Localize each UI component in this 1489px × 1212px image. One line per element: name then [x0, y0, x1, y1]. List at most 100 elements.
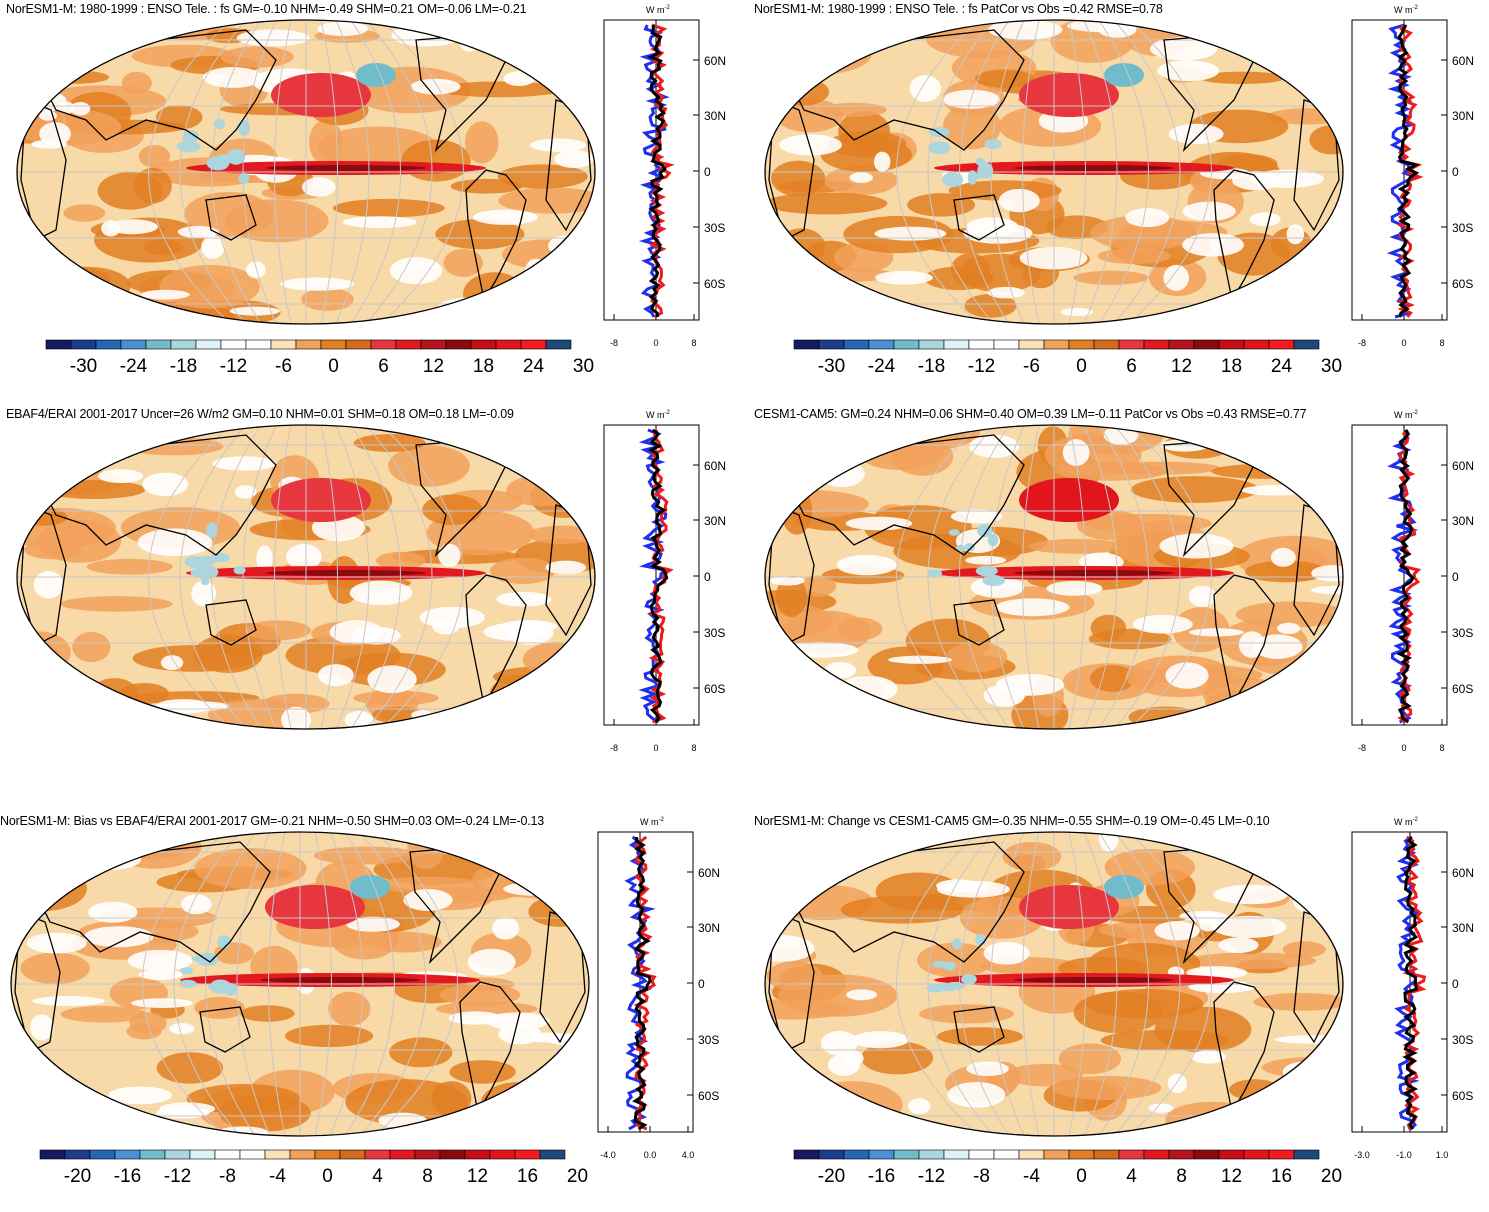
field-patch [301, 177, 336, 197]
field-patch [280, 277, 355, 291]
field-patch [875, 270, 933, 285]
panel-graphic: W m-2 60N 30N 0 30S 60S -8 0 8 -30 -24 -18 -12 -6 0… [16, 5, 726, 377]
field-patch [422, 494, 483, 525]
figure-panel-4: CESM1-CAM5: GM=0.24 NHM=0.06 SHM=0.40 OM… [754, 405, 1489, 1186]
longitude-gridline [990, 425, 1025, 729]
colorbar-swatch [1193, 339, 1220, 350]
zonal-series-line [648, 429, 674, 724]
colorbar: -20 -16 -12 -8 -4 0 4 8 12 16 20 [39, 1149, 588, 1187]
latitude-label: 30N [698, 921, 720, 935]
field-patch [548, 425, 595, 457]
field-patch [948, 529, 960, 536]
longitude-gridline [1022, 832, 1040, 1136]
zonal-plot-frame [603, 424, 700, 726]
field-patch [329, 620, 384, 645]
colorbar-swatch [1043, 1149, 1070, 1160]
field-patch [524, 258, 548, 286]
field-patch [212, 456, 277, 471]
field-patch [876, 710, 900, 719]
field-patch [851, 1031, 909, 1049]
longitude-gridline [148, 425, 232, 729]
field-patch [955, 544, 966, 553]
figure-panel-1: NorESM1-M: 1980-1999 : ENSO Tele. : fs G… [6, 0, 750, 395]
field-patch [827, 131, 907, 158]
longitude-gridline [359, 832, 427, 1136]
zonal-x-label: -4.0 [600, 1150, 616, 1160]
field-patch [41, 480, 146, 500]
latitude-label: 0 [704, 165, 711, 179]
longitude-gridline [1128, 425, 1212, 729]
colorbar-swatch [1243, 339, 1270, 350]
field-patch [844, 1050, 864, 1066]
colorbar-swatch [545, 339, 572, 350]
field-patch [456, 704, 496, 729]
field-patch [234, 485, 257, 499]
lat-lon-gridlines [17, 425, 595, 729]
colorbar-labels: -20 -16 -12 -8 -4 0 4 8 12 16 20 [818, 1166, 1342, 1187]
field-patch [436, 81, 564, 98]
field-patch [31, 139, 68, 149]
longitude-gridline [927, 832, 995, 1136]
colorbar-swatch [414, 1149, 441, 1160]
colorbar-swatch [220, 339, 247, 350]
panel-graphic: W m-2 60N 30N 0 30S 60S -8 0 8 -30 -24 -18 -12 -6 0… [764, 5, 1474, 377]
colorbar-swatch [1168, 1149, 1195, 1160]
colorbar-swatch [1018, 339, 1045, 350]
field-patch [58, 101, 75, 114]
field-patch [846, 989, 878, 1001]
field-patch [950, 509, 1003, 524]
field-patch [207, 983, 228, 990]
colorbar-swatch [139, 1149, 166, 1160]
colorbar-swatch [295, 339, 322, 350]
coastline [768, 911, 815, 1053]
colorbar-label: 6 [378, 356, 389, 377]
lat-lon-gridlines [765, 832, 1343, 1136]
colorbar-labels: -20 -16 -12 -8 -4 0 4 8 12 16 20 [64, 1166, 588, 1187]
colorbar-label: 24 [523, 356, 545, 377]
field-patch [784, 1094, 829, 1117]
colorbar-label: 20 [1321, 1166, 1342, 1187]
field-patch [217, 935, 231, 949]
field-patch [17, 719, 83, 729]
field-patch [779, 134, 842, 156]
colorbar-swatch [489, 1149, 516, 1160]
latitude-label: 30S [698, 1033, 719, 1047]
longitude-gridline [927, 425, 995, 729]
field-patch [140, 289, 190, 300]
zonal-series [638, 23, 675, 319]
panel-title: NorESM1-M: Bias vs EBAF4/ERAI 2001-2017 … [0, 814, 544, 828]
longitude-gridline [1128, 20, 1212, 324]
zonal-series [1386, 23, 1424, 319]
field-patch [849, 172, 874, 183]
field-patch [345, 1079, 468, 1126]
field-patch [1148, 1103, 1174, 1113]
field-patch [236, 29, 310, 47]
field-patch [1293, 887, 1341, 915]
field-patch [419, 606, 485, 629]
field-patch [177, 225, 219, 238]
field-patch [798, 297, 863, 323]
field-patch [33, 571, 64, 599]
longitude-gridline [1022, 20, 1040, 324]
field-patch [43, 266, 131, 306]
field-patch [201, 235, 225, 259]
field-patch [1238, 631, 1266, 658]
field-patch [512, 689, 595, 727]
colorbar-swatch [1193, 1149, 1220, 1160]
field-patch [796, 427, 842, 458]
field-patch [765, 880, 815, 908]
map-border [10, 831, 590, 1137]
north-pacific-anomaly [265, 885, 365, 929]
field-patch [435, 308, 514, 324]
field-patch [907, 1098, 931, 1115]
figure-panel-5: NorESM1-M: Bias vs EBAF4/ERAI 2001-2017 … [0, 812, 750, 1207]
coastline [465, 169, 527, 302]
colorbar-swatch [395, 339, 422, 350]
field-patch [229, 306, 280, 316]
zonal-ticks [607, 871, 693, 1132]
colorbar-swatches [45, 339, 572, 350]
field-patch [246, 261, 266, 279]
colorbar-label: 30 [1321, 356, 1342, 377]
field-patch [765, 672, 821, 717]
field-patch [194, 848, 307, 890]
